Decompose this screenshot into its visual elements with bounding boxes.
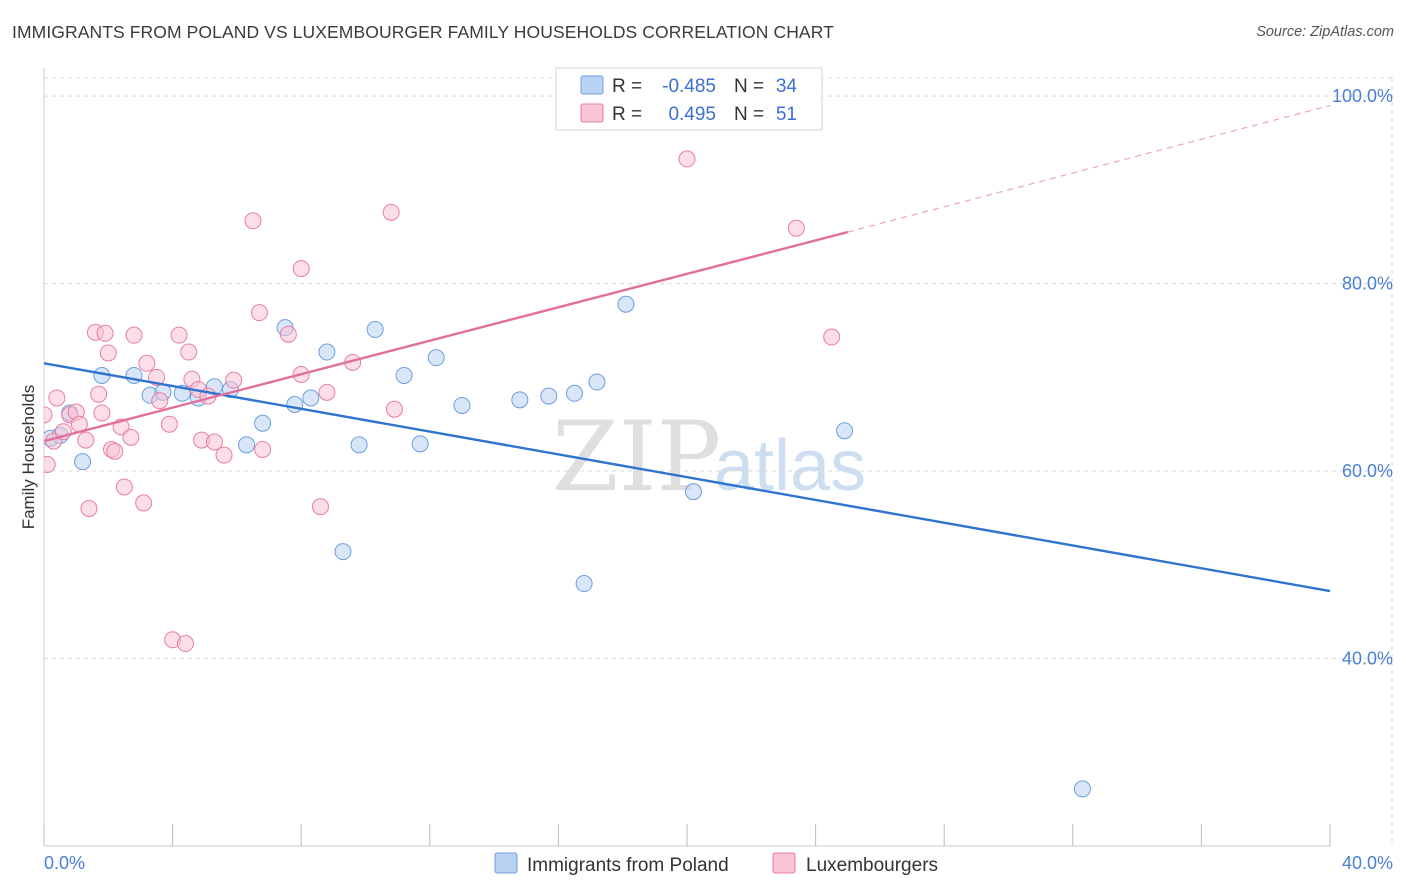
point-poland-14 xyxy=(286,396,304,414)
point-poland-28 xyxy=(588,373,606,391)
trend-luxembourgers-extension xyxy=(847,104,1331,233)
point-luxembourgers-28 xyxy=(180,343,198,361)
point-poland-15 xyxy=(302,389,320,407)
point-poland-32 xyxy=(1073,780,1091,798)
trend-lines xyxy=(44,104,1331,593)
point-poland-17 xyxy=(334,543,352,561)
point-luxembourgers-38 xyxy=(254,441,272,459)
point-luxembourgers-20 xyxy=(135,494,153,512)
stats-n-value-poland: 34 xyxy=(776,76,798,97)
point-luxembourgers-11 xyxy=(93,404,111,422)
point-poland-26 xyxy=(565,384,583,402)
point-luxembourgers-36 xyxy=(244,212,262,230)
stats-box: R = -0.485 N = 34 R = 0.495 N = 51 xyxy=(555,67,823,131)
point-luxembourgers-40 xyxy=(292,260,310,278)
point-luxembourgers-48 xyxy=(787,219,805,237)
legend: Immigrants from Poland Luxembourgers xyxy=(494,852,938,876)
point-luxembourgers-10 xyxy=(90,385,108,403)
legend-swatch-poland xyxy=(494,852,518,874)
point-luxembourgers-39 xyxy=(279,325,297,343)
legend-label-luxembourgers: Luxembourgers xyxy=(806,855,938,876)
point-luxembourgers-46 xyxy=(385,400,403,418)
point-poland-24 xyxy=(511,391,529,409)
y-tick-label-80: 80.0% xyxy=(1342,274,1393,294)
x-tick-labels: 0.0% 40.0% xyxy=(44,853,1393,873)
point-poland-16 xyxy=(318,343,336,361)
point-luxembourgers-19 xyxy=(125,326,143,344)
chart-title: IMMIGRANTS FROM POLAND VS LUXEMBOURGER F… xyxy=(12,22,834,42)
stats-n-label-luxembourgers: N = xyxy=(734,104,764,125)
point-luxembourgers-24 xyxy=(160,415,178,433)
point-luxembourgers-47 xyxy=(678,150,696,168)
y-tick-label-40: 40.0% xyxy=(1342,649,1393,669)
point-luxembourgers-0 xyxy=(44,456,56,473)
point-poland-25 xyxy=(540,387,558,405)
point-luxembourgers-50 xyxy=(44,406,53,424)
point-poland-2 xyxy=(74,453,92,471)
point-poland-18 xyxy=(350,436,368,454)
point-luxembourgers-17 xyxy=(115,478,133,496)
stats-n-value-luxembourgers: 51 xyxy=(776,104,797,125)
point-luxembourgers-13 xyxy=(99,344,117,362)
stats-r-label-luxembourgers: R = xyxy=(612,104,642,125)
point-luxembourgers-7 xyxy=(77,431,95,449)
point-luxembourgers-42 xyxy=(311,498,329,516)
point-luxembourgers-2 xyxy=(48,389,66,407)
x-tick-label-40: 40.0% xyxy=(1342,853,1393,873)
y-tick-label-60: 60.0% xyxy=(1342,461,1393,481)
point-luxembourgers-21 xyxy=(138,354,156,372)
watermark: ZIP atlas xyxy=(552,401,866,513)
point-luxembourgers-43 xyxy=(318,383,336,401)
point-luxembourgers-49 xyxy=(823,328,841,346)
point-poland-12 xyxy=(254,414,272,432)
point-luxembourgers-18 xyxy=(122,428,140,446)
point-poland-23 xyxy=(453,396,471,414)
y-axis-label: Family Households xyxy=(19,385,38,530)
source-credit: Source: ZipAtlas.com xyxy=(1256,24,1394,40)
point-luxembourgers-34 xyxy=(215,446,233,464)
point-luxembourgers-35 xyxy=(225,371,243,389)
point-poland-21 xyxy=(411,435,429,453)
point-luxembourgers-26 xyxy=(170,326,188,344)
point-luxembourgers-33 xyxy=(205,433,223,451)
point-luxembourgers-27 xyxy=(176,635,194,653)
point-luxembourgers-8 xyxy=(80,500,98,518)
point-luxembourgers-15 xyxy=(106,442,124,460)
point-poland-22 xyxy=(427,349,445,367)
x-tick-label-0: 0.0% xyxy=(44,853,85,873)
point-luxembourgers-45 xyxy=(382,203,400,221)
point-poland-20 xyxy=(395,366,413,384)
watermark-atlas: atlas xyxy=(714,426,866,506)
stats-swatch-poland xyxy=(580,75,604,95)
y-tick-labels: 40.0% 60.0% 80.0% 100.0% xyxy=(1332,86,1393,668)
point-poland-30 xyxy=(684,483,702,501)
point-poland-27 xyxy=(575,575,593,593)
stats-n-label-poland: N = xyxy=(734,76,764,97)
stats-r-label-poland: R = xyxy=(612,76,642,97)
point-poland-19 xyxy=(366,321,384,339)
trend-poland xyxy=(44,362,1331,593)
point-poland-31 xyxy=(836,422,854,440)
legend-swatch-luxembourgers xyxy=(772,852,796,874)
point-poland-11 xyxy=(238,436,256,454)
stats-swatch-luxembourgers xyxy=(580,103,604,123)
stats-r-value-luxembourgers: 0.495 xyxy=(668,104,716,125)
legend-label-poland: Immigrants from Poland xyxy=(527,855,729,876)
y-tick-label-100: 100.0% xyxy=(1332,86,1393,106)
x-ticks xyxy=(43,824,1331,846)
point-luxembourgers-37 xyxy=(250,304,268,322)
point-poland-29 xyxy=(617,295,635,313)
stats-r-value-poland: -0.485 xyxy=(662,76,716,97)
point-luxembourgers-12 xyxy=(96,324,114,342)
point-luxembourgers-23 xyxy=(151,392,169,410)
trend-luxembourgers xyxy=(44,230,849,443)
